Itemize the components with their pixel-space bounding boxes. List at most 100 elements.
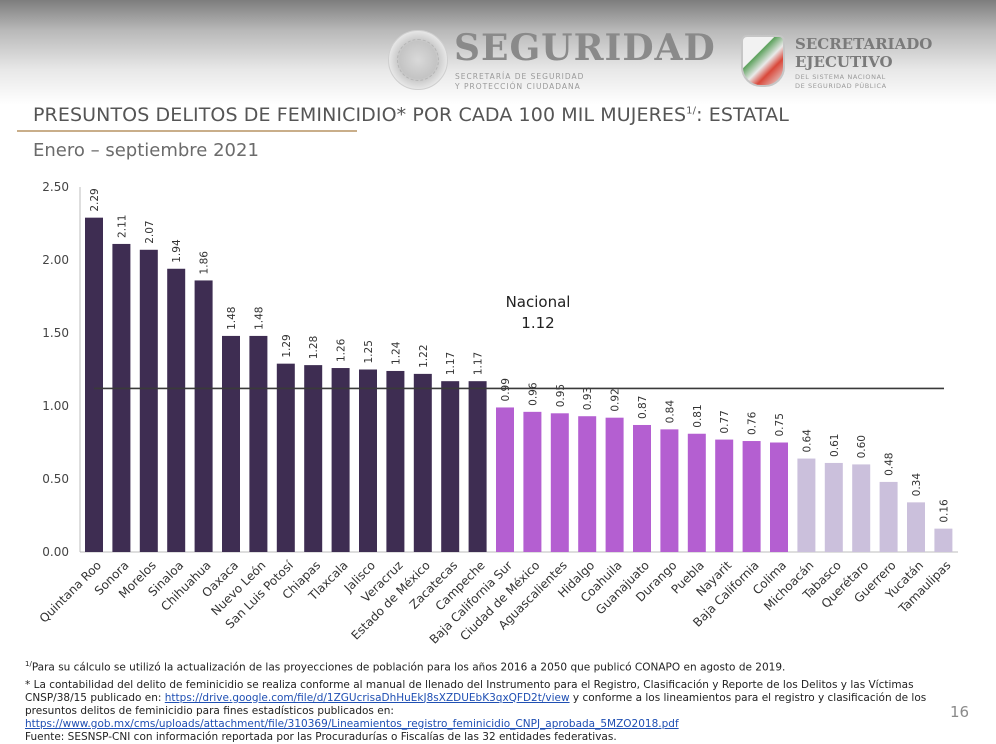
bar-value-label: 0.95 xyxy=(555,384,567,407)
bar xyxy=(331,368,350,552)
bar-value-label: 1.48 xyxy=(253,307,265,330)
bar-value-label: 0.87 xyxy=(637,396,649,419)
bar xyxy=(770,442,788,552)
y-tick-label: 1.50 xyxy=(42,326,69,340)
bar-value-label: 1.22 xyxy=(418,344,430,367)
bar xyxy=(304,365,323,552)
bar-value-label: 1.29 xyxy=(281,334,293,357)
seguridad-logo-title: SEGURIDAD xyxy=(454,27,716,69)
title-main: PRESUNTOS DELITOS DE FEMINICIDIO* POR CA… xyxy=(33,104,687,126)
footnote-population-text: Para su cálculo se utilizó la actualizac… xyxy=(31,661,786,674)
bar xyxy=(687,433,706,552)
bar xyxy=(742,441,761,552)
bar xyxy=(413,373,432,552)
bar xyxy=(879,481,898,552)
bar-value-label: 0.61 xyxy=(829,434,841,457)
sesnsp-logo-title: SECRETARIADO EJECUTIVO xyxy=(795,35,932,71)
bar xyxy=(222,335,240,552)
sesnsp-sub-line1: DEL SISTEMA NACIONAL xyxy=(795,73,886,81)
bar-value-label: 0.93 xyxy=(582,387,594,410)
bar-value-label: 0.60 xyxy=(856,435,868,458)
title-underline xyxy=(17,130,357,132)
bar-value-label: 1.86 xyxy=(199,251,211,275)
y-tick-label: 0.00 xyxy=(42,545,69,559)
bar xyxy=(496,407,514,552)
bar-value-label: 0.48 xyxy=(884,453,896,476)
title-tail: : ESTATAL xyxy=(696,104,789,126)
bar-value-label: 0.99 xyxy=(500,378,512,401)
page-title: PRESUNTOS DELITOS DE FEMINICIDIO* POR CA… xyxy=(33,104,789,126)
bar-value-label: 0.96 xyxy=(527,382,539,406)
bar xyxy=(386,370,405,552)
bar xyxy=(660,429,679,552)
bars xyxy=(85,217,953,552)
bar xyxy=(468,381,487,552)
source-note: Fuente: SESNSP-CNI con información repor… xyxy=(25,730,617,743)
bar xyxy=(824,462,843,552)
header-band xyxy=(0,0,996,110)
bar xyxy=(797,458,816,552)
bar xyxy=(633,424,651,552)
bar-value-label: 0.34 xyxy=(911,473,923,497)
national-value-label: 1.12 xyxy=(521,314,554,332)
bar-value-label: 2.07 xyxy=(144,220,156,243)
bar xyxy=(578,416,597,552)
footnotes: 1/Para su cálculo se utilizó la actualiz… xyxy=(25,658,945,744)
sesnsp-logo-subtitle: DEL SISTEMA NACIONAL DE SEGURIDAD PÚBLIC… xyxy=(795,73,887,91)
seguridad-logo-subtitle: SECRETARÍA DE SEGURIDAD Y PROTECCIÓN CIU… xyxy=(455,72,584,92)
bar xyxy=(550,413,569,552)
lineamientos-link[interactable]: https://www.gob.mx/cms/uploads/attachmen… xyxy=(25,717,679,730)
page-subtitle: Enero – septiembre 2021 xyxy=(33,140,259,161)
bar-value-label: 1.17 xyxy=(445,352,457,375)
y-tick-label: 2.50 xyxy=(42,180,69,194)
bar xyxy=(359,369,377,552)
bar xyxy=(441,381,460,552)
bar-chart: 0.00 0.50 1.00 1.50 2.00 2.50 2.29 2.11 2.07 1.9… xyxy=(37,180,958,647)
bar xyxy=(194,280,213,552)
bar-value-label: 2.11 xyxy=(116,215,128,238)
bar-value-label: 1.94 xyxy=(171,239,183,263)
bar xyxy=(715,439,734,552)
title-superscript: 1/ xyxy=(686,105,697,117)
bar xyxy=(167,268,186,552)
bar xyxy=(852,464,871,552)
category-labels: Quintana RooSonoraMorelosSinaloaChihuahu… xyxy=(37,558,954,647)
sesnsp-title-line2: EJECUTIVO xyxy=(795,53,893,71)
sesnsp-shield-logo xyxy=(741,35,785,87)
seguridad-sub-line1: SECRETARÍA DE SEGURIDAD xyxy=(455,72,585,81)
bar-value-label: 2.29 xyxy=(89,188,101,211)
y-tick-label: 2.00 xyxy=(42,253,69,267)
bar xyxy=(112,243,131,552)
bar xyxy=(934,528,953,552)
category-label: Quintana Roo xyxy=(37,558,104,625)
manual-link[interactable]: https://drive.google.com/file/d/1ZGUcris… xyxy=(164,691,570,704)
bar xyxy=(523,411,542,552)
mexico-coat-of-arms-logo xyxy=(388,30,448,90)
bar-value-label: 0.84 xyxy=(664,400,676,424)
bar-value-label: 0.16 xyxy=(938,499,950,523)
national-label: Nacional xyxy=(506,293,571,311)
bar xyxy=(907,502,925,552)
bar-value-label: 0.81 xyxy=(692,404,704,427)
bar xyxy=(276,363,295,552)
bar xyxy=(85,217,103,552)
footnote-population: 1/Para su cálculo se utilizó la actualiz… xyxy=(25,658,945,675)
value-labels: 2.29 2.11 2.07 1.94 1.86 1.48 1.48 1.29 1.28 1.26… xyxy=(89,188,950,522)
footnote-marker: 1/ xyxy=(25,660,32,668)
sesnsp-title-line1: SECRETARIADO xyxy=(795,35,933,53)
y-tick-label: 0.50 xyxy=(42,472,69,486)
bar-value-label: 1.25 xyxy=(363,340,375,363)
bar-value-label: 0.77 xyxy=(719,410,731,433)
sesnsp-sub-line2: DE SEGURIDAD PÚBLICA xyxy=(795,82,887,90)
y-tick-label: 1.00 xyxy=(42,399,69,413)
bar-value-label: 1.24 xyxy=(390,341,402,365)
bar-value-label: 1.26 xyxy=(336,338,348,362)
bar xyxy=(249,335,268,552)
bar-value-label: 1.28 xyxy=(308,336,320,359)
bar-value-label: 0.76 xyxy=(747,411,759,435)
footnote-methodology-text-a: * La contabilidad del delito de feminici… xyxy=(25,678,914,704)
seguridad-sub-line2: Y PROTECCIÓN CIUDADANA xyxy=(455,82,581,91)
bar-value-label: 0.64 xyxy=(801,429,813,453)
bar xyxy=(139,249,158,552)
footnote-methodology: * La contabilidad del delito de feminici… xyxy=(25,679,945,731)
